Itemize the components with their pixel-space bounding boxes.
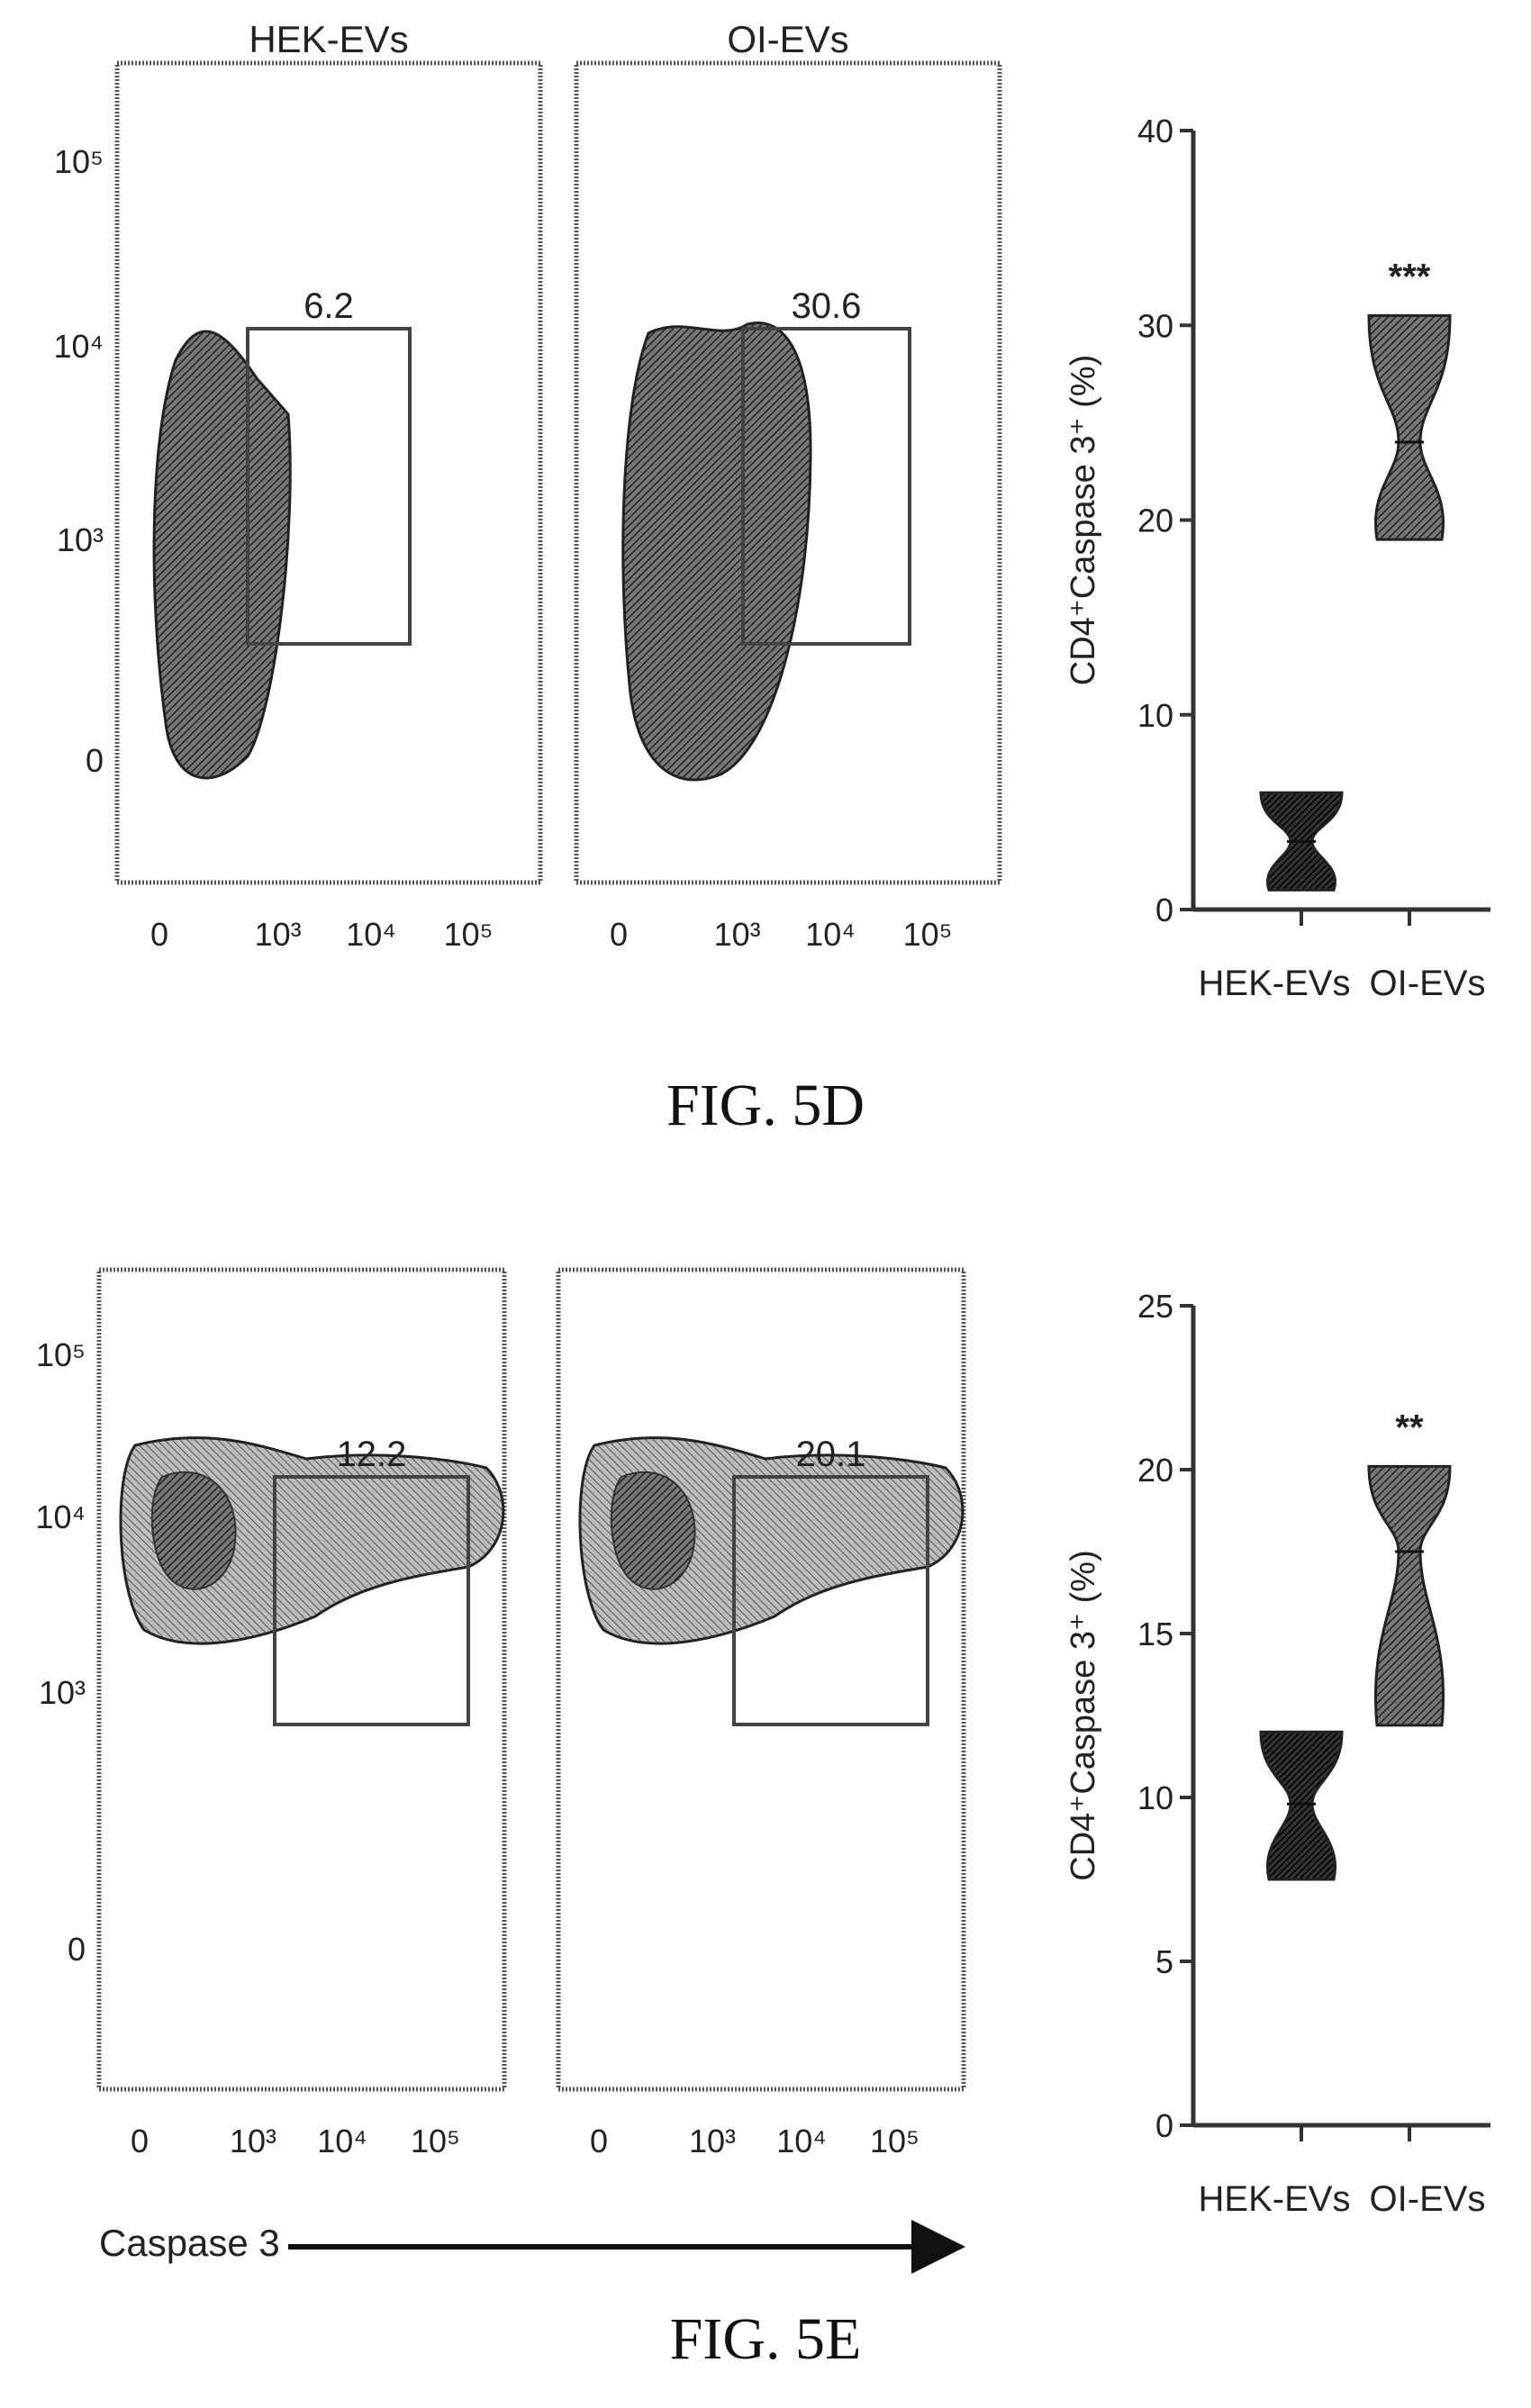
- x-category-label: OI-EVs: [1370, 2179, 1486, 2219]
- violin-chart: 0 10 20 30 40 CD4⁺Caspase 3⁺ (%) HEK-EVs OI-EVs…: [1064, 113, 1490, 1003]
- gate-box: [246, 327, 412, 646]
- flow-y-tick-label: 10⁵: [36, 1336, 86, 1373]
- flow-y-tick-label: 0: [86, 742, 104, 779]
- y-tick-label: 20: [1137, 1452, 1173, 1489]
- flow-y-tick-label: 10⁴: [35, 1498, 86, 1535]
- flow-y-tick-label: 10⁴: [53, 328, 104, 365]
- flow-y-tick-label: 10⁵: [54, 143, 104, 180]
- flow-x-tick-label: 10⁴: [776, 2123, 827, 2159]
- flow-panel-1: 10⁵ 10⁴ 10³ 0 0 10³ 10⁴ 10⁵ 12.2: [35, 1267, 507, 2159]
- flow-panel-2: OI-EVs 0 10³ 10⁴ 10⁵ 30.6: [574, 18, 1002, 953]
- flow-plot-frame: [96, 1267, 507, 2092]
- y-axis-label: CD4⁺Caspase 3⁺ (%): [1064, 355, 1102, 685]
- y-tick-label: 5: [1155, 1943, 1173, 1980]
- figure-caption-5d: FIG. 5D: [666, 1073, 865, 1138]
- flow-x-tick-label: 0: [150, 916, 168, 953]
- y-tick-label: 40: [1137, 113, 1173, 149]
- y-tick-label: 10: [1137, 1779, 1173, 1816]
- flow-x-tick-label: 0: [131, 2123, 149, 2159]
- gate-percentage: 30.6: [792, 286, 862, 326]
- flow-y-tick-label: 0: [68, 1931, 86, 1968]
- flow-x-tick-label: 10³: [230, 2123, 276, 2159]
- significance-marker: **: [1395, 1408, 1424, 1447]
- y-tick-label: 15: [1137, 1616, 1173, 1652]
- y-axis-label: CD4⁺Caspase 3⁺ (%): [1064, 1550, 1102, 1880]
- flow-x-tick-label: 10⁴: [317, 2123, 367, 2159]
- flow-x-tick-label: 10⁵: [903, 916, 953, 953]
- y-tick-label: 0: [1155, 2107, 1173, 2144]
- flow-y-tick-label: 10³: [57, 521, 104, 558]
- flow-y-tick-label: 10³: [39, 1674, 86, 1711]
- flow-x-tick-label: 0: [610, 916, 628, 953]
- figure-caption-5e: FIG. 5E: [669, 2306, 862, 2372]
- flow-x-tick-label: 0: [590, 2123, 608, 2159]
- y-tick-label: 0: [1155, 892, 1173, 928]
- flow-x-tick-label: 10³: [714, 916, 761, 953]
- flow-panel-title: HEK-EVs: [249, 18, 408, 60]
- flow-x-tick-label: 10³: [689, 2123, 736, 2159]
- y-tick-label: 20: [1137, 502, 1173, 539]
- density-core: [150, 1471, 237, 1590]
- flow-x-tick-label: 10⁴: [805, 916, 856, 953]
- flow-x-tick-label: 10⁵: [444, 916, 494, 953]
- density-contour: [621, 321, 812, 782]
- flow-plot-frame: [556, 1267, 966, 2092]
- density-core: [610, 1471, 696, 1590]
- flow-panel-2: 0 10³ 10⁴ 10⁵ 20.1: [556, 1267, 966, 2159]
- flow-x-axis-label: Caspase 3: [99, 2222, 280, 2264]
- y-tick-label: 25: [1137, 1288, 1173, 1325]
- violin-chart: 0 5 10 15 20 25 CD4⁺Caspase 3⁺ (%) HEK-EVs OI-EV…: [1064, 1288, 1490, 2219]
- flow-panel-title: OI-EVs: [727, 18, 848, 60]
- gate-box: [741, 327, 911, 646]
- figure-5e: 10⁵ 10⁴ 10³ 0 0 10³ 10⁴ 10⁵ 12.2 0 10³ 10⁴ 10⁵ 20.1 Ca…: [35, 1267, 1490, 2274]
- gate-box: [273, 1475, 470, 1726]
- gate-percentage: 12.2: [337, 1435, 407, 1474]
- flow-panel-1: HEK-EVs 10⁵ 10⁴ 10³ 0 0 10³ 10⁴ 10⁵ 6.2: [53, 18, 543, 953]
- flow-x-tick-label: 10⁴: [346, 916, 396, 953]
- gate-percentage: 20.1: [796, 1435, 866, 1474]
- violin-oi-evs: [1367, 1464, 1452, 1727]
- violin-oi-evs: [1367, 313, 1452, 541]
- flow-x-tick-label: 10⁵: [411, 2123, 460, 2159]
- violin-hek-evs: [1259, 1730, 1344, 1881]
- significance-marker: ***: [1389, 257, 1431, 296]
- figure-5d: HEK-EVs 10⁵ 10⁴ 10³ 0 0 10³ 10⁴ 10⁵ 6.2 OI-EVs 0 10³…: [53, 18, 1490, 1003]
- y-tick-label: 10: [1137, 697, 1173, 734]
- flow-x-tick-label: 10⁵: [870, 2123, 920, 2159]
- flow-x-tick-label: 10³: [255, 916, 302, 953]
- gate-box: [732, 1475, 929, 1726]
- y-tick-label: 30: [1137, 307, 1173, 344]
- x-category-label: OI-EVs: [1370, 964, 1486, 1003]
- x-category-label: HEK-EVs: [1199, 964, 1351, 1003]
- x-category-label: HEK-EVs: [1199, 2179, 1351, 2219]
- gate-percentage: 6.2: [303, 286, 354, 326]
